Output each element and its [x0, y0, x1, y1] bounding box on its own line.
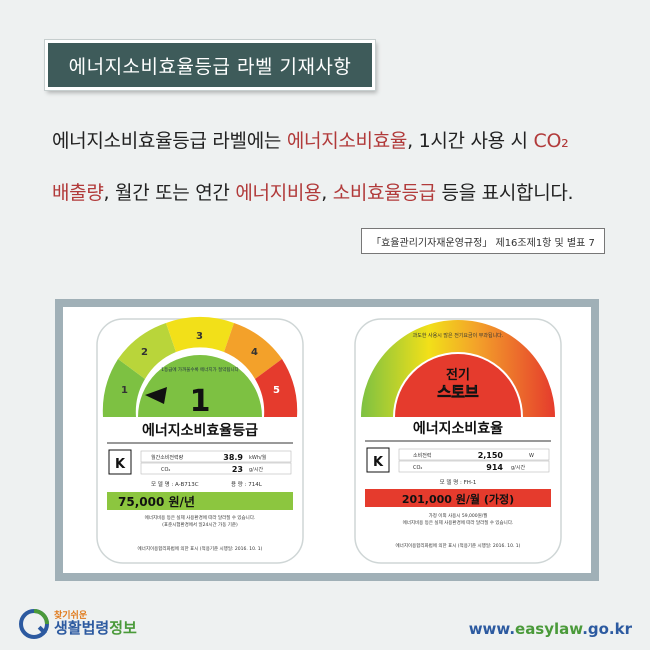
grade-tick-4: 4: [251, 347, 258, 358]
left-label-title: 에너지소비효율등급: [142, 422, 258, 439]
left-note-1: 에너지비용 등은 실제 사용환경에 따라 달라질 수 있습니다.: [145, 514, 256, 521]
url-part-a: www.: [468, 620, 516, 638]
left-row-1-value: 38.9: [223, 453, 243, 462]
left-row-2-label: CO₂: [161, 467, 170, 473]
right-row-1-value: 2,150: [478, 451, 504, 460]
right-label-title: 에너지소비효율: [413, 420, 503, 437]
right-row-1-label: 소비전력: [413, 452, 431, 459]
desc-seg: ,: [321, 182, 333, 204]
desc-highlight: 소비효율등급: [332, 182, 436, 204]
desc-seg: 등을 표시합니다.: [435, 182, 574, 204]
easylaw-logo[interactable]: 찾기쉬운 생활법령정보: [18, 608, 137, 640]
right-arc-note: 과도한 사용시 많은 전기요금이 부과됩니다.: [413, 332, 504, 339]
left-row-1-unit: kWh/월: [249, 454, 267, 461]
url-part-b: easylaw: [515, 620, 583, 638]
left-row-2-value: 23: [232, 465, 243, 474]
section-title-text: 에너지소비효율등급 라벨 기재사항: [68, 55, 352, 78]
left-row-1: [140, 450, 292, 463]
logo-title: 생활법령정보: [54, 621, 137, 636]
grade-tick-1: 1: [121, 385, 128, 396]
grade5-segment: [255, 359, 298, 417]
right-row-2-label: CO₂: [413, 465, 422, 471]
description-line-2: 배출량, 월간 또는 연간 에너지비용, 소비효율등급 등을 표시합니다.: [52, 178, 574, 205]
arc-note: 1등급에 가까울수록 에너지가 절약됩니다: [161, 366, 239, 373]
desc-highlight: 배출량: [52, 182, 104, 204]
grade-indicator-area: [138, 355, 262, 417]
desc-highlight: 에너지소비효율: [286, 130, 408, 152]
grade-value: 1: [190, 384, 211, 419]
label-image-frame: 1 2 3 4 5 1등급에 가까울수록 에너지가 절약됩니다 1 에너지소비효…: [55, 299, 599, 581]
desc-seg: 에너지소비효율등급 라벨에는: [52, 130, 287, 152]
logo-text: 찾기쉬운 생활법령정보: [54, 612, 137, 636]
grade3-segment: [166, 316, 234, 352]
desc-highlight: 에너지비용: [235, 182, 322, 204]
right-product-line1: 전기: [446, 367, 470, 383]
right-model: 모 델 명 : FH-1: [440, 478, 477, 486]
right-cost-bar: [365, 489, 551, 507]
kc-mark-icon: K: [108, 449, 132, 475]
kc-mark-icon: K: [366, 447, 390, 473]
left-capacity: 용 량 : 714L: [231, 481, 263, 488]
left-cost: 75,000 원/년: [118, 495, 195, 509]
energy-labels-svg: 1 2 3 4 5 1등급에 가까울수록 에너지가 절약됩니다 1 에너지소비효…: [96, 316, 562, 564]
right-product-area: [395, 354, 521, 417]
url-part-c: .go.kr: [582, 620, 632, 638]
right-row-1-unit: W: [529, 453, 534, 459]
left-model: 모 델 명 : A-B713C: [151, 480, 199, 488]
left-label: 1 2 3 4 5 1등급에 가까울수록 에너지가 절약됩니다 1 에너지소비효…: [96, 316, 304, 564]
desc-seg: , 월간 또는 연간: [103, 182, 236, 204]
left-cost-bar: [107, 492, 293, 510]
grade-tick-5: 5: [273, 385, 280, 396]
grade-tick-3: 3: [196, 331, 203, 342]
right-footer: 에너지이용합리화법에 의한 표시 (적용기준 시행일: 2016. 10. 1): [396, 542, 521, 549]
left-row-2-unit: g/시간: [249, 466, 263, 473]
logo-title-a: 생활법령: [54, 619, 110, 637]
grade4-segment: [224, 323, 282, 379]
source-text: 「효율관리기자재운영규정」 제16조제1항 및 별표 7: [371, 237, 595, 249]
svg-text:K: K: [115, 457, 126, 472]
right-row-2: [398, 460, 550, 473]
right-row-2-unit: g/시간: [511, 464, 525, 471]
description-line-1: 에너지소비효율등급 라벨에는 에너지소비효율, 1시간 사용 시 CO₂: [52, 126, 569, 153]
logo-title-b: 정보: [109, 619, 137, 637]
source-citation: 「효율관리기자재운영규정」 제16조제1항 및 별표 7: [361, 228, 605, 254]
right-row-2-value: 914: [486, 463, 503, 472]
grade-pointer-icon: [145, 387, 167, 404]
right-row-1: [398, 448, 550, 461]
right-cost: 201,000 원/월 (가정): [402, 492, 514, 506]
grade-tick-2: 2: [141, 347, 148, 358]
right-product-line2: 스토브: [437, 383, 479, 401]
right-note-1: 가정 이외 사용시 59,000원/월: [429, 512, 488, 519]
left-footer: 에너지이용합리화법에 의한 표시 (적용기준 시행일: 2016. 10. 1): [138, 545, 263, 552]
right-note-2: 에너지비용 등은 실제 사용환경에 따라 달라질 수 있습니다.: [403, 519, 514, 526]
left-row-1-label: 월간소비전력량: [151, 454, 184, 461]
desc-seg: , 1시간 사용 시: [407, 130, 534, 152]
site-url-link[interactable]: www.easylaw.go.kr: [469, 620, 632, 638]
label-image: 1 2 3 4 5 1등급에 가까울수록 에너지가 절약됩니다 1 에너지소비효…: [63, 307, 591, 573]
grade1-segment: [102, 359, 145, 417]
right-label: 과도한 사용시 많은 전기요금이 부과됩니다. 전기 스토브 에너지소비효율 K…: [354, 318, 562, 564]
right-gradient-arc: [361, 320, 555, 417]
left-note-2: (표준시험환경에서 일24시간 가동 기준): [162, 521, 238, 528]
svg-text:K: K: [373, 455, 384, 470]
desc-highlight: CO₂: [533, 130, 569, 152]
grade2-segment: [118, 323, 176, 379]
section-title: 에너지소비효율등급 라벨 기재사항: [45, 40, 375, 90]
left-row-2: [140, 462, 292, 475]
logo-mark-icon: [19, 609, 49, 639]
logo-subtitle: 찾기쉬운: [54, 611, 88, 621]
